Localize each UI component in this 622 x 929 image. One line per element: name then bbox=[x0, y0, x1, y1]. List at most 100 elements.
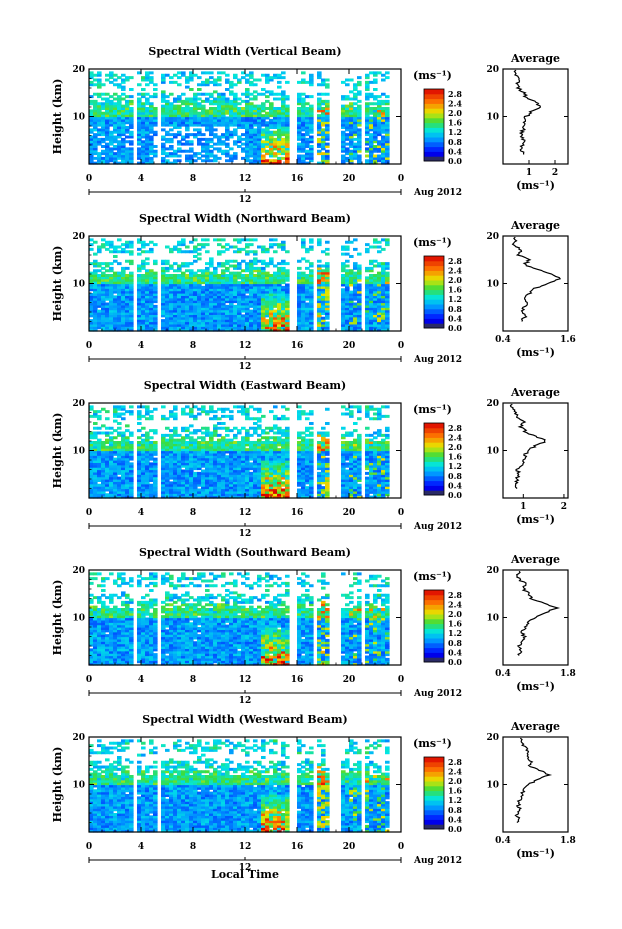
heatmap-cell bbox=[205, 276, 210, 280]
heatmap-cell bbox=[197, 304, 202, 308]
heatmap-cell bbox=[193, 250, 198, 254]
heatmap-cell bbox=[89, 414, 94, 418]
heatmap-cell bbox=[153, 259, 158, 263]
heatmap-cell bbox=[161, 152, 166, 156]
heatmap-cell bbox=[205, 488, 210, 492]
average-x-tick-label: 2 bbox=[552, 168, 558, 178]
heatmap-cell bbox=[113, 405, 118, 409]
heatmap-cell bbox=[213, 469, 218, 473]
heatmap-cell bbox=[249, 140, 254, 144]
heatmap-cell bbox=[229, 486, 234, 490]
heatmap-cell bbox=[93, 474, 98, 478]
heatmap-cell bbox=[245, 152, 250, 156]
heatmap-cell bbox=[301, 297, 306, 301]
heatmap-cell bbox=[113, 483, 118, 487]
heatmap-cell bbox=[93, 488, 98, 492]
heatmap-cell bbox=[185, 281, 190, 285]
heatmap-cell bbox=[177, 479, 182, 482]
heatmap-cell bbox=[385, 152, 390, 156]
heatmap-cell bbox=[257, 92, 262, 96]
heatmap-cell bbox=[109, 243, 114, 247]
heatmap-cell bbox=[113, 135, 118, 139]
heatmap-cell bbox=[213, 142, 218, 146]
heatmap-cell bbox=[297, 156, 302, 160]
heatmap-cell bbox=[173, 307, 178, 311]
heatmap-cell bbox=[225, 102, 230, 106]
heatmap-cell bbox=[197, 319, 202, 323]
heatmap-cell bbox=[245, 147, 250, 151]
heatmap-cell bbox=[277, 314, 282, 318]
heatmap-cell bbox=[241, 309, 246, 313]
heatmap-cell bbox=[197, 97, 202, 101]
heatmap-cell bbox=[189, 314, 194, 318]
heatmap-cell bbox=[197, 450, 202, 454]
heatmap-cell bbox=[373, 159, 378, 163]
heatmap-cell bbox=[137, 121, 142, 125]
heatmap-cell bbox=[201, 109, 206, 113]
heatmap-cell bbox=[229, 102, 234, 106]
heatmap-cell bbox=[117, 274, 122, 277]
heatmap-cell bbox=[317, 302, 322, 306]
heatmap-cell bbox=[177, 448, 182, 452]
heatmap-cell bbox=[141, 152, 146, 156]
heatmap-cell bbox=[89, 431, 94, 435]
heatmap-cell bbox=[305, 114, 310, 118]
heatmap-cell bbox=[225, 276, 230, 280]
heatmap-cell bbox=[153, 130, 158, 134]
heatmap-cell bbox=[117, 147, 122, 151]
heatmap-cell bbox=[177, 490, 182, 494]
heatmap-cell bbox=[253, 116, 258, 120]
heatmap-cell bbox=[301, 111, 306, 115]
heatmap-cell bbox=[213, 493, 218, 497]
heatmap-cell bbox=[137, 410, 142, 414]
heatmap-cell bbox=[201, 448, 206, 452]
heatmap-cell bbox=[177, 312, 182, 315]
heatmap-cell bbox=[89, 464, 94, 468]
heatmap-cell bbox=[229, 295, 234, 299]
heatmap-cell bbox=[233, 467, 238, 471]
heatmap-cell bbox=[225, 312, 230, 315]
heatmap-cell bbox=[109, 479, 114, 482]
heatmap-cell bbox=[177, 483, 182, 487]
heatmap-cell bbox=[169, 493, 174, 497]
heatmap-cell bbox=[113, 445, 118, 449]
heatmap-cell bbox=[113, 490, 118, 494]
heatmap-cell bbox=[325, 99, 330, 103]
heatmap-cell bbox=[205, 326, 210, 330]
heatmap-cell bbox=[173, 493, 178, 497]
heatmap-cell bbox=[117, 405, 122, 409]
heatmap-cell bbox=[137, 109, 142, 113]
heatmap-cell bbox=[325, 314, 330, 318]
heatmap-cell bbox=[109, 471, 114, 475]
heatmap-cell bbox=[209, 490, 214, 494]
heatmap-cell bbox=[201, 107, 206, 110]
heatmap-cell bbox=[129, 464, 134, 468]
heatmap-cell bbox=[125, 154, 130, 158]
heatmap-cell bbox=[257, 111, 262, 115]
heatmap-cell bbox=[265, 76, 270, 80]
heatmap-cell bbox=[233, 405, 238, 409]
heatmap-cell bbox=[325, 114, 330, 118]
heatmap-cell bbox=[309, 147, 314, 151]
heatmap-cell bbox=[197, 443, 202, 447]
colorbar-tick-label: 0.4 bbox=[448, 313, 462, 323]
heatmap-cell bbox=[121, 455, 126, 459]
heatmap-cell bbox=[277, 97, 282, 101]
heatmap-cell bbox=[145, 118, 150, 122]
heatmap-cell bbox=[141, 438, 146, 442]
heatmap-cell bbox=[341, 118, 346, 122]
heatmap-cell bbox=[245, 288, 250, 292]
heatmap-cell bbox=[181, 429, 186, 433]
heatmap-cell bbox=[161, 455, 166, 459]
heatmap-cell bbox=[173, 245, 178, 249]
heatmap-cell bbox=[113, 154, 118, 158]
heatmap-cell bbox=[97, 264, 102, 268]
heatmap-cell bbox=[261, 88, 266, 91]
heatmap-cell bbox=[197, 111, 202, 115]
heatmap-cell bbox=[345, 304, 350, 308]
heatmap-cell bbox=[149, 414, 154, 418]
heatmap-cell bbox=[137, 92, 142, 96]
heatmap-cell bbox=[297, 302, 302, 306]
heatmap-cell bbox=[161, 149, 166, 153]
heatmap-cell bbox=[105, 455, 110, 459]
